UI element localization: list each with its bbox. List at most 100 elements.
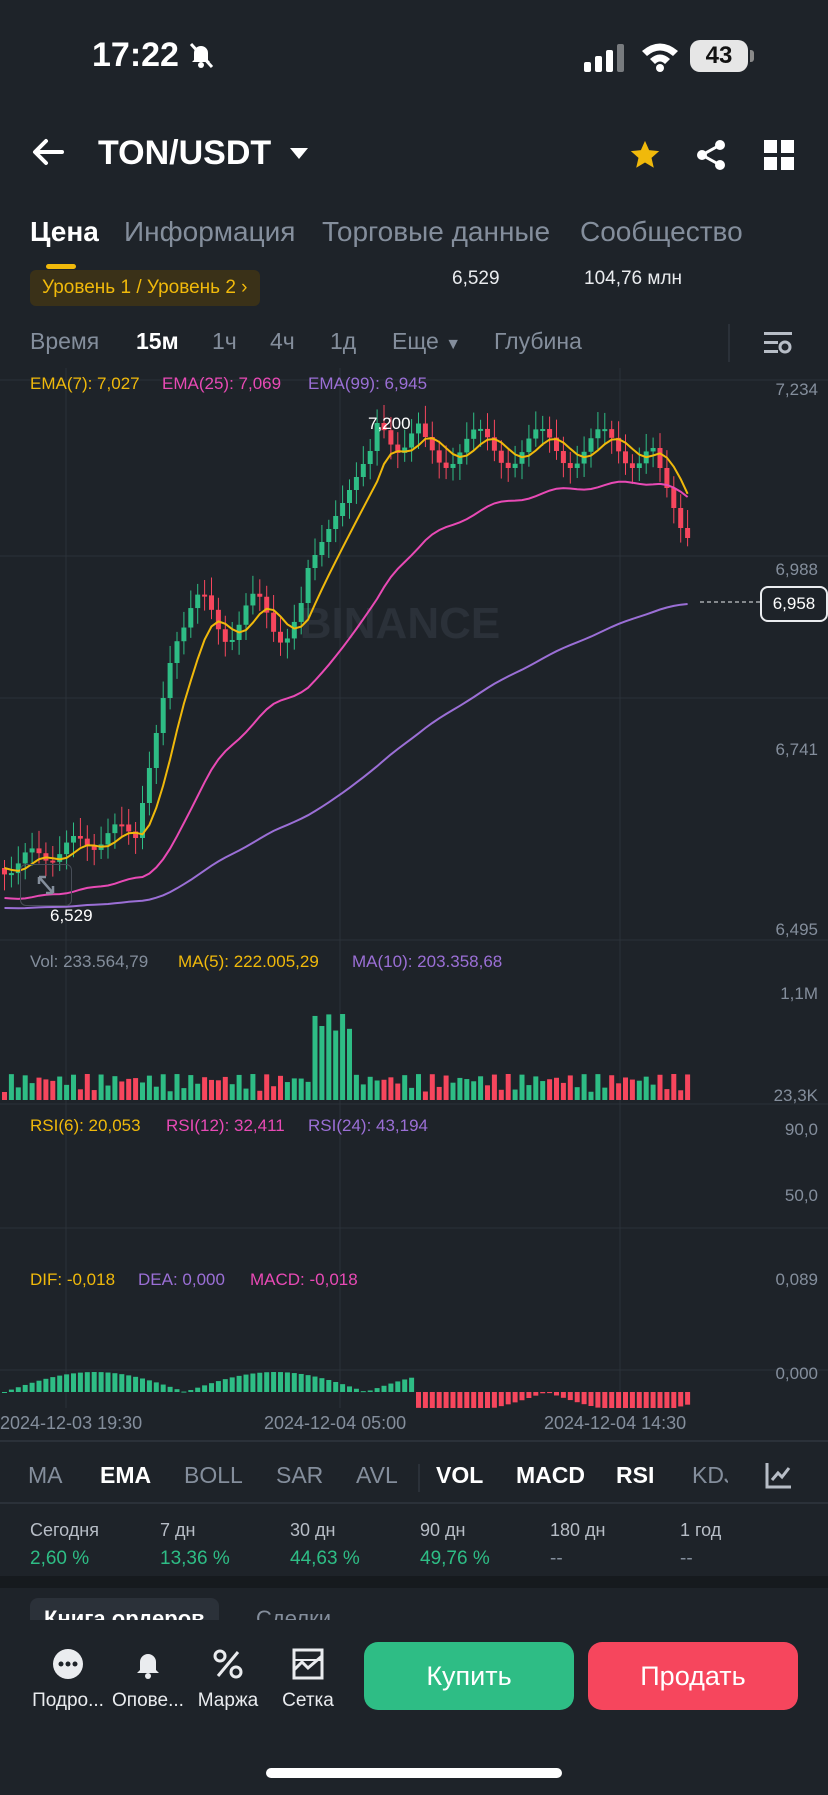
macd-bar <box>381 1385 387 1392</box>
nav-label[interactable]: Сетка <box>282 1690 334 1711</box>
perf-label: 90 дн <box>420 1520 466 1540</box>
perf-label: 1 год <box>680 1520 722 1540</box>
volume-bar <box>671 1074 677 1100</box>
back-arrow-icon[interactable] <box>30 136 66 173</box>
toolbar-divider <box>728 324 730 362</box>
indicator-vol[interactable]: VOL <box>436 1462 484 1488</box>
candle-body <box>685 528 691 538</box>
volume-bar <box>284 1082 290 1100</box>
macd-bar <box>609 1392 615 1408</box>
buy-button[interactable]: Купить <box>364 1642 574 1710</box>
margin-icon[interactable] <box>188 1648 268 1685</box>
candle-body <box>312 555 318 568</box>
volume-bar <box>678 1090 684 1100</box>
grid-bot-icon[interactable] <box>268 1648 348 1685</box>
indicator-rsi[interactable]: RSI <box>616 1462 655 1488</box>
macd-bar <box>84 1372 90 1392</box>
tf-1h[interactable]: 1ч <box>212 328 237 354</box>
perf-label: 7 дн <box>160 1520 196 1540</box>
chevron-down-icon[interactable] <box>290 148 308 159</box>
macd-bar <box>636 1392 642 1408</box>
chart-settings-icon[interactable] <box>764 330 792 361</box>
macd-bar <box>133 1376 139 1392</box>
candle-body <box>560 451 566 464</box>
caret-down-icon: ▼ <box>445 336 462 353</box>
candle-body <box>250 593 256 606</box>
volume-bar <box>243 1088 249 1100</box>
tf-time[interactable]: Время <box>30 328 100 354</box>
macd-bar <box>402 1379 408 1392</box>
macd-legend: MACD: -0,018 <box>250 1270 358 1289</box>
sell-button[interactable]: Продать <box>588 1642 798 1710</box>
tab-trading-data[interactable]: Торговые данные <box>322 216 551 247</box>
candle-body <box>91 846 97 850</box>
macd-bar <box>554 1392 559 1396</box>
nav-label[interactable]: Опове... <box>112 1690 184 1711</box>
section-gap <box>0 1576 828 1588</box>
expand-chart-icon[interactable] <box>20 864 72 906</box>
layout-grid-icon[interactable] <box>764 140 794 175</box>
bell-icon[interactable] <box>108 1648 188 1685</box>
trading-pair-title[interactable]: TON/USDT <box>98 134 272 172</box>
perf-value: -- <box>680 1548 693 1569</box>
indicator-kdj[interactable]: KDJ <box>692 1462 728 1488</box>
favorite-star-icon[interactable] <box>628 138 662 177</box>
indicator-avl[interactable]: AVL <box>356 1462 398 1488</box>
candle-body <box>2 868 7 875</box>
volume-bar <box>450 1082 456 1100</box>
candle-body <box>229 639 235 642</box>
macd-bar <box>22 1384 28 1392</box>
tf-1d[interactable]: 1д <box>330 328 357 354</box>
candle-body <box>505 462 511 468</box>
indicator-boll[interactable]: BOLL <box>184 1462 243 1488</box>
indicator-ma[interactable]: MA <box>28 1462 63 1488</box>
macd-bar <box>643 1392 649 1408</box>
volume-bar <box>91 1090 97 1100</box>
macd-bar <box>202 1385 208 1392</box>
candle-body <box>540 429 546 432</box>
macd-bar <box>215 1381 221 1392</box>
candle-body <box>547 429 553 438</box>
macd-bar <box>326 1380 332 1392</box>
volume-bar <box>305 1081 311 1100</box>
indicator-settings-icon[interactable] <box>764 1460 794 1495</box>
volume-bar <box>2 1092 7 1100</box>
volume-bar <box>133 1078 139 1100</box>
macd-bar <box>36 1380 42 1392</box>
tab-price[interactable]: Цена <box>30 216 99 247</box>
tf-depth[interactable]: Глубина <box>494 328 582 354</box>
volume-bar <box>140 1082 145 1100</box>
indicator-ema[interactable]: EMA <box>100 1462 152 1488</box>
candle-body <box>609 429 615 438</box>
volume-bar <box>71 1074 76 1100</box>
tf-more[interactable]: Еще ▼ <box>392 328 461 355</box>
indicator-macd[interactable]: MACD <box>516 1462 585 1488</box>
macd-bar <box>395 1381 401 1392</box>
nav-label[interactable]: Подро... <box>32 1690 104 1711</box>
candle-body <box>215 609 221 630</box>
tab-info[interactable]: Информация <box>124 216 296 247</box>
indicator-sar[interactable]: SAR <box>276 1462 324 1488</box>
volume-bar <box>526 1085 532 1100</box>
nav-label[interactable]: Маржа <box>197 1690 259 1711</box>
level-badge[interactable]: Уровень 1 / Уровень 2 › <box>30 270 260 306</box>
macd-bar <box>77 1372 83 1392</box>
macd-bar <box>657 1392 663 1408</box>
tf-4h[interactable]: 4ч <box>270 328 295 354</box>
tf-15m[interactable]: 15м <box>136 328 179 354</box>
volume-bar <box>43 1079 49 1100</box>
tf-more-label: Еще <box>392 328 439 354</box>
more-icon[interactable] <box>28 1648 108 1685</box>
ema25-legend: EMA(25): 7,069 <box>162 374 282 393</box>
candle-body <box>22 852 28 864</box>
candle-body <box>140 803 145 838</box>
candle-body <box>126 824 132 832</box>
candle-body <box>209 595 214 610</box>
candle-body <box>36 848 42 854</box>
tab-community[interactable]: Сообщество <box>580 216 743 247</box>
volume-bar <box>360 1084 366 1100</box>
share-icon[interactable] <box>694 138 728 177</box>
macd-bar <box>443 1392 449 1408</box>
candlestick-chart[interactable]: BINANCE <box>0 368 828 1408</box>
macd-bar <box>243 1374 249 1392</box>
